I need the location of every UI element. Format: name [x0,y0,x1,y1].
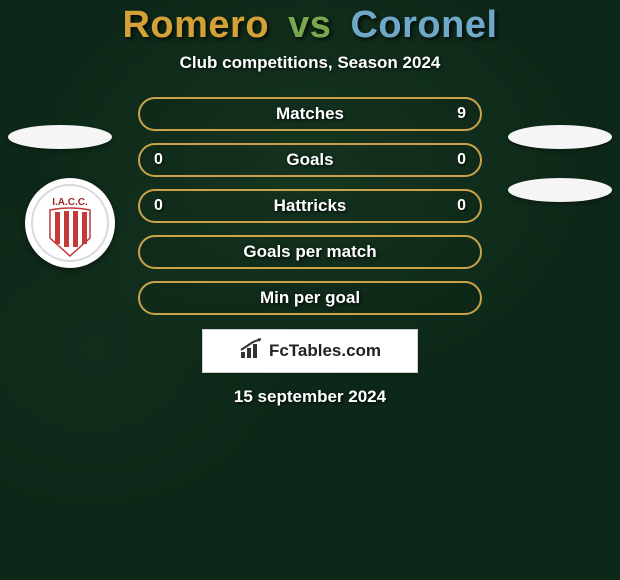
subtitle: Club competitions, Season 2024 [180,53,441,73]
date-text: 15 september 2024 [234,387,386,407]
stat-label: Hattricks [274,196,347,216]
vs-text: vs [288,4,331,46]
chart-icon [239,338,265,365]
page-title: Romero vs Coronel [122,4,497,47]
stat-right: 9 [446,105,466,123]
stat-row-min-per-goal: Min per goal [138,281,482,315]
stat-left: 0 [154,197,174,215]
player1-name: Romero [122,4,269,46]
comparison-card: Romero vs Coronel Club competitions, Sea… [0,0,620,580]
brand-text: FcTables.com [269,341,381,361]
stat-right: 0 [446,197,466,215]
stats-rows: Matches 9 0 Goals 0 0 Hattricks 0 Goals … [0,97,620,315]
stat-label: Min per goal [260,288,360,308]
brand-box: FcTables.com [202,329,418,373]
stat-label: Goals [286,150,333,170]
player2-name: Coronel [350,4,497,46]
stat-label: Goals per match [243,242,376,262]
stat-row-matches: Matches 9 [138,97,482,131]
stat-label: Matches [276,104,344,124]
stat-left: 0 [154,151,174,169]
stat-row-goals: 0 Goals 0 [138,143,482,177]
stat-row-goals-per-match: Goals per match [138,235,482,269]
stat-row-hattricks: 0 Hattricks 0 [138,189,482,223]
stat-right: 0 [446,151,466,169]
